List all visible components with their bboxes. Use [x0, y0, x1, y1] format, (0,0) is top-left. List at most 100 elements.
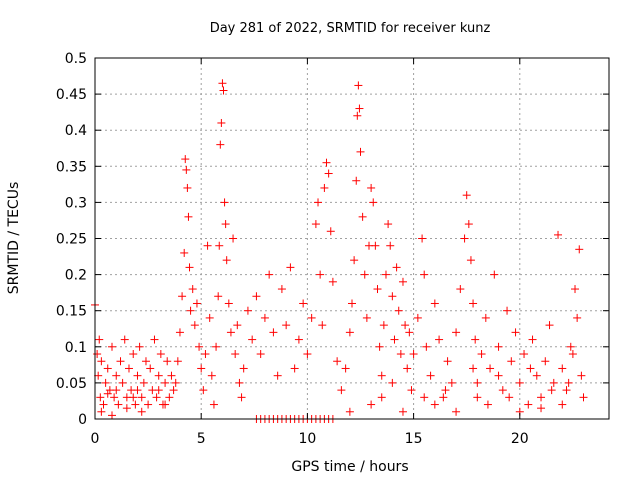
data-point: [403, 364, 412, 373]
data-point: [356, 147, 365, 156]
data-point: [430, 400, 439, 409]
data-point: [161, 378, 170, 387]
data-point: [526, 364, 535, 373]
data-point: [235, 378, 244, 387]
data-point: [199, 386, 208, 395]
data-point: [118, 378, 127, 387]
data-point: [426, 371, 435, 380]
x-axis-label: GPS time / hours: [291, 459, 408, 475]
data-point: [221, 220, 230, 229]
data-point: [252, 292, 261, 301]
data-point: [568, 350, 577, 359]
data-point: [233, 321, 242, 330]
data-point: [388, 292, 397, 301]
data-point: [265, 270, 274, 279]
data-point: [398, 407, 407, 416]
data-point: [129, 393, 138, 402]
x-tick-label: 20: [511, 431, 529, 447]
chart-title: Day 281 of 2022, SRMTID for receiver kun…: [210, 21, 491, 36]
data-point: [165, 393, 174, 402]
y-tick-label: 0.4: [65, 123, 87, 139]
data-point: [216, 140, 225, 149]
data-point: [307, 313, 316, 322]
data-point: [558, 400, 567, 409]
data-point: [201, 350, 210, 359]
data-point: [95, 335, 104, 344]
data-point: [579, 393, 588, 402]
data-point: [97, 357, 106, 366]
data-point: [405, 328, 414, 337]
data-point: [212, 342, 221, 351]
data-point: [452, 407, 461, 416]
data-point: [322, 158, 331, 167]
data-point: [452, 328, 461, 337]
data-point: [290, 364, 299, 373]
data-point: [256, 350, 265, 359]
data-point: [182, 165, 191, 174]
data-point: [430, 299, 439, 308]
data-point: [549, 378, 558, 387]
data-point: [439, 393, 448, 402]
data-point: [354, 81, 363, 90]
data-point: [239, 364, 248, 373]
data-point: [184, 212, 193, 221]
data-point: [188, 285, 197, 294]
data-point: [144, 400, 153, 409]
data-point: [131, 400, 140, 409]
data-point: [566, 342, 575, 351]
data-point: [311, 220, 320, 229]
data-point: [180, 248, 189, 257]
data-point: [269, 328, 278, 337]
data-point: [498, 386, 507, 395]
data-point: [456, 285, 465, 294]
data-point: [507, 357, 516, 366]
data-point: [392, 263, 401, 272]
data-point: [469, 364, 478, 373]
data-point: [369, 198, 378, 207]
data-point: [124, 364, 133, 373]
data-point: [137, 393, 146, 402]
data-point: [460, 234, 469, 243]
data-point: [469, 299, 478, 308]
y-tick-label: 0.35: [56, 159, 87, 175]
data-point: [371, 241, 380, 250]
data-point: [345, 328, 354, 337]
data-point: [107, 411, 116, 420]
data-point: [481, 313, 490, 322]
data-point: [139, 378, 148, 387]
data-point: [220, 198, 229, 207]
data-point: [103, 389, 112, 398]
data-point: [381, 270, 390, 279]
data-point: [333, 357, 342, 366]
data-point: [571, 285, 580, 294]
data-point: [545, 321, 554, 330]
data-point: [171, 378, 180, 387]
data-point: [398, 277, 407, 286]
data-point: [471, 335, 480, 344]
data-point: [573, 313, 582, 322]
data-point: [169, 386, 178, 395]
data-point: [394, 306, 403, 315]
data-point: [114, 400, 123, 409]
data-point: [116, 357, 125, 366]
data-point: [133, 371, 142, 380]
x-tick-label: 5: [197, 431, 206, 447]
data-point: [466, 256, 475, 265]
data-point: [120, 335, 129, 344]
data-point: [214, 292, 223, 301]
data-point: [396, 350, 405, 359]
data-point: [420, 270, 429, 279]
data-point: [154, 386, 163, 395]
data-point: [316, 270, 325, 279]
data-point: [94, 371, 103, 380]
data-point: [483, 400, 492, 409]
data-point: [99, 400, 108, 409]
data-point: [377, 393, 386, 402]
x-tick-label: 10: [298, 431, 316, 447]
data-point: [277, 285, 286, 294]
data-point: [341, 364, 350, 373]
data-point: [477, 350, 486, 359]
data-point: [205, 313, 214, 322]
data-point: [503, 306, 512, 315]
